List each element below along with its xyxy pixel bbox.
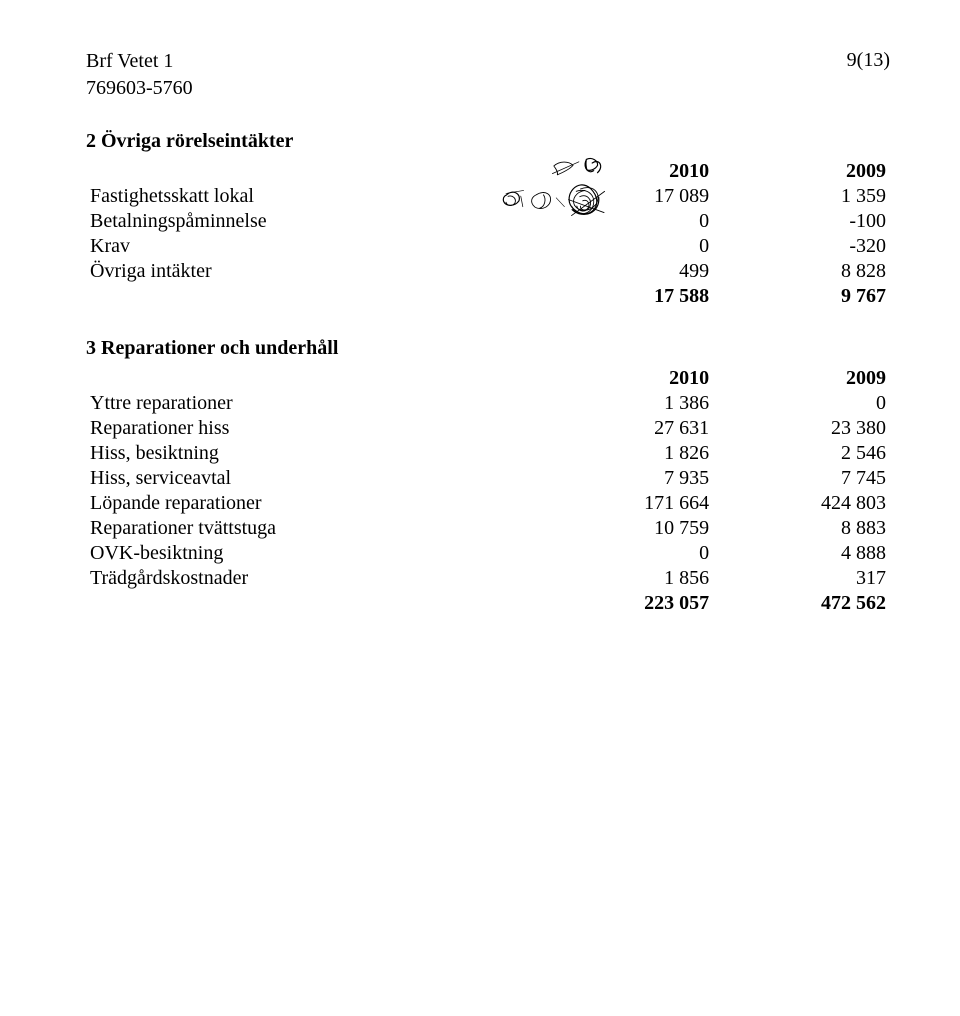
row-value-1: 1 386: [536, 391, 713, 416]
row-value-2: 23 380: [713, 416, 890, 441]
total-v1: 223 057: [536, 591, 713, 616]
total-v1: 17 588: [536, 284, 713, 309]
row-value-1: 0: [536, 541, 713, 566]
row-label: Reparationer tvättstuga: [86, 516, 536, 541]
row-label: Hiss, besiktning: [86, 441, 536, 466]
section-2-total-row: 223 057 472 562: [86, 591, 890, 616]
table-row: Fastighetsskatt lokal17 0891 359: [86, 184, 890, 209]
table-header-row: 2010 2009: [86, 159, 890, 184]
row-value-2: 8 883: [713, 516, 890, 541]
row-value-2: -320: [713, 234, 890, 259]
row-label: Fastighetsskatt lokal: [86, 184, 536, 209]
row-value-1: 499: [536, 259, 713, 284]
section-2-body: Yttre reparationer1 3860Reparationer his…: [86, 391, 890, 591]
total-v2: 472 562: [713, 591, 890, 616]
page: Brf Vetet 1 769603-5760 9(13) 2 Övriga r…: [0, 0, 960, 616]
page-header: Brf Vetet 1 769603-5760 9(13): [86, 48, 890, 102]
section-2-title: 3 Reparationer och underhåll: [86, 337, 890, 360]
table-row: Övriga intäkter4998 828: [86, 259, 890, 284]
table-row: Hiss, besiktning1 8262 546: [86, 441, 890, 466]
row-label: Yttre reparationer: [86, 391, 536, 416]
row-value-2: 317: [713, 566, 890, 591]
row-value-1: 27 631: [536, 416, 713, 441]
org-number: 769603-5760: [86, 75, 193, 102]
row-value-1: 1 826: [536, 441, 713, 466]
row-value-2: 4 888: [713, 541, 890, 566]
col-label: [86, 159, 536, 184]
total-v2: 9 767: [713, 284, 890, 309]
table-header-row: 2010 2009: [86, 366, 890, 391]
table-row: Yttre reparationer1 3860: [86, 391, 890, 416]
row-label: Övriga intäkter: [86, 259, 536, 284]
section-1-title: 2 Övriga rörelseintäkter: [86, 130, 890, 153]
row-value-2: 7 745: [713, 466, 890, 491]
row-value-1: 10 759: [536, 516, 713, 541]
row-label: Reparationer hiss: [86, 416, 536, 441]
row-value-2: 424 803: [713, 491, 890, 516]
row-value-1: 0: [536, 209, 713, 234]
row-value-2: 0: [713, 391, 890, 416]
row-value-1: 7 935: [536, 466, 713, 491]
section-2-table: 2010 2009 Yttre reparationer1 3860Repara…: [86, 366, 890, 616]
section-1-total-row: 17 588 9 767: [86, 284, 890, 309]
row-label: OVK-besiktning: [86, 541, 536, 566]
col-year-1: 2010: [536, 366, 713, 391]
section-1-table: 2010 2009 Fastighetsskatt lokal17 0891 3…: [86, 159, 890, 309]
section-1-body: Fastighetsskatt lokal17 0891 359Betalnin…: [86, 184, 890, 284]
row-value-2: 2 546: [713, 441, 890, 466]
table-row: Reparationer hiss27 63123 380: [86, 416, 890, 441]
table-row: Krav0-320: [86, 234, 890, 259]
row-label: Krav: [86, 234, 536, 259]
table-row: Löpande reparationer171 664424 803: [86, 491, 890, 516]
row-value-1: 0: [536, 234, 713, 259]
table-row: Reparationer tvättstuga10 7598 883: [86, 516, 890, 541]
row-value-2: 8 828: [713, 259, 890, 284]
row-value-2: 1 359: [713, 184, 890, 209]
table-row: OVK-besiktning04 888: [86, 541, 890, 566]
table-row: Betalningspåminnelse0-100: [86, 209, 890, 234]
total-label: [86, 591, 536, 616]
page-number: 9(13): [847, 48, 890, 72]
row-value-1: 1 856: [536, 566, 713, 591]
row-label: Betalningspåminnelse: [86, 209, 536, 234]
col-year-2: 2009: [713, 366, 890, 391]
total-label: [86, 284, 536, 309]
table-row: Trädgårdskostnader1 856317: [86, 566, 890, 591]
org-name: Brf Vetet 1: [86, 48, 193, 75]
row-label: Löpande reparationer: [86, 491, 536, 516]
row-value-1: 17 089: [536, 184, 713, 209]
row-label: Trädgårdskostnader: [86, 566, 536, 591]
col-year-1: 2010: [536, 159, 713, 184]
org-block: Brf Vetet 1 769603-5760: [86, 48, 193, 102]
table-row: Hiss, serviceavtal7 9357 745: [86, 466, 890, 491]
col-label: [86, 366, 536, 391]
row-value-2: -100: [713, 209, 890, 234]
col-year-2: 2009: [713, 159, 890, 184]
row-label: Hiss, serviceavtal: [86, 466, 536, 491]
row-value-1: 171 664: [536, 491, 713, 516]
